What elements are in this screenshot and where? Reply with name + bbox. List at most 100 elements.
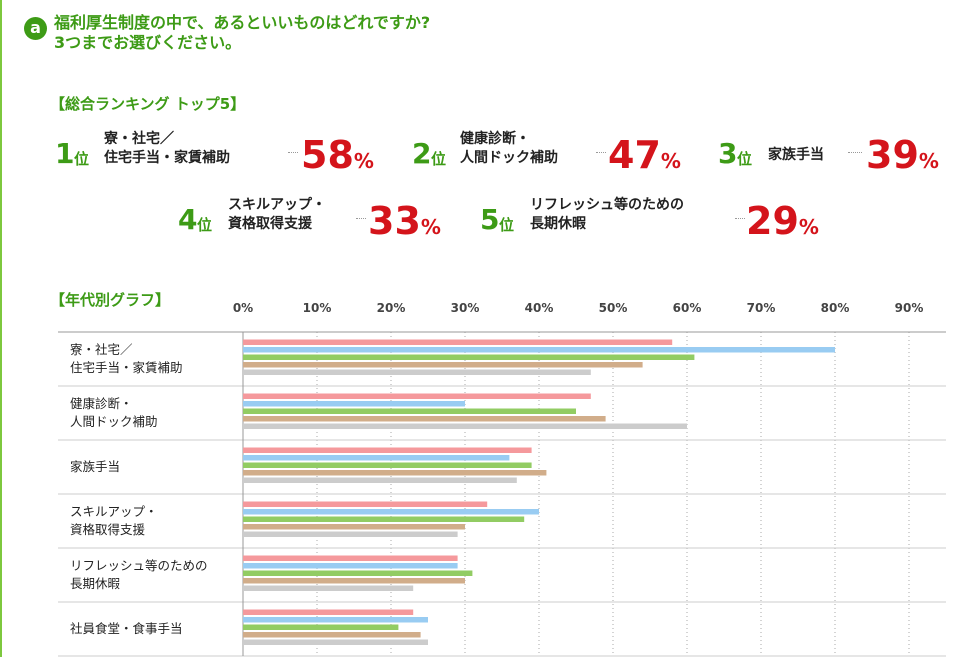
x-tick-label: 70% (747, 301, 776, 315)
rank-label: リフレッシュ等のための 長期休暇 (530, 196, 684, 234)
rank-number: 4 (178, 203, 198, 236)
x-tick-label: 30% (451, 301, 480, 315)
bar-series-3 (243, 624, 399, 630)
rank-label-line: リフレッシュ等のための (530, 197, 684, 213)
rank-number: 5 (480, 203, 500, 236)
bar-series-5 (243, 477, 517, 483)
x-tick-label: 0% (233, 301, 253, 315)
bar-series-2 (243, 401, 465, 407)
bar-series-1 (243, 393, 591, 399)
bar-series-3 (243, 516, 525, 522)
rank-label-line: 人間ドック補助 (460, 150, 558, 166)
category-label: リフレッシュ等のための (70, 558, 208, 573)
rank-label-line: 健康診断・ (460, 131, 530, 147)
bar-series-2 (243, 509, 539, 515)
rank-leader-dots (735, 218, 745, 219)
rank-label: 健康診断・人間ドック補助 (460, 130, 558, 168)
bar-series-1 (243, 555, 458, 561)
bar-series-1 (243, 339, 673, 345)
rank-percent-value: 39 (866, 133, 919, 177)
rank-suffix: 位 (499, 216, 515, 234)
question-badge: a (24, 17, 47, 40)
bar-series-5 (243, 531, 458, 537)
rank-label: 家族手当 (768, 146, 824, 165)
bar-series-5 (243, 369, 591, 375)
bar-series-5 (243, 585, 414, 591)
rank-suffix: 位 (197, 216, 213, 234)
bar-series-2 (243, 347, 835, 353)
rank-leader-dots (848, 152, 862, 153)
category-label: 健康診断・ (70, 396, 133, 411)
category-label: 寮・社宅／ (70, 342, 133, 357)
x-tick-label: 10% (303, 301, 332, 315)
rank-suffix: 位 (431, 150, 447, 168)
rank-percent: 39% (866, 136, 939, 180)
x-tick-label: 20% (377, 301, 406, 315)
rank-percent-value: 58 (301, 133, 354, 177)
question-text: 福利厚生制度の中で、あるといいものはどれですか? 3つまでお選びください。 (54, 13, 654, 53)
chart-title: 【年代別グラフ】 (50, 291, 171, 309)
rank-percent-unit: % (660, 149, 681, 173)
category-label: 人間ドック補助 (70, 414, 158, 429)
rank-leader-dots (596, 152, 606, 153)
rank-label: スキルアップ・ 資格取得支援 (228, 196, 326, 234)
x-tick-label: 80% (821, 301, 850, 315)
x-tick-label: 90% (895, 301, 924, 315)
rank-label: 寮・社宅／ 住宅手当・家賃補助 (104, 130, 230, 168)
rank-percent-unit: % (353, 149, 374, 173)
rank-label-line: スキルアップ・ (228, 197, 326, 213)
rank-percent-value: 29 (746, 199, 799, 243)
rank-label-line: 寮・社宅／ (104, 131, 174, 147)
x-tick-label: 60% (673, 301, 702, 315)
category-label: 家族手当 (70, 459, 120, 474)
bar-series-4 (243, 362, 643, 368)
rank-suffix: 位 (74, 150, 90, 168)
rank-leader-dots (288, 152, 298, 153)
rank-percent: 33% (368, 202, 441, 246)
bar-series-4 (243, 524, 465, 530)
rank-number: 2 (412, 137, 432, 170)
rank-label-line: 資格取得支援 (228, 216, 312, 232)
bar-series-4 (243, 578, 465, 584)
bar-series-4 (243, 470, 547, 476)
rank-label-line: 家族手当 (768, 147, 824, 163)
bar-series-5 (243, 639, 428, 645)
rank-percent-unit: % (918, 149, 939, 173)
left-accent-rule (0, 0, 2, 657)
rank-percent: 47% (608, 136, 681, 180)
x-tick-label: 50% (599, 301, 628, 315)
rank-percent: 58% (301, 136, 374, 180)
ranking-title: 【総合ランキング トップ5】 (50, 95, 246, 113)
category-label: 社員食堂・食事手当 (70, 621, 183, 636)
bar-series-1 (243, 447, 532, 453)
category-label: 住宅手当・家賃補助 (70, 360, 183, 375)
rank-label-line: 住宅手当・家賃補助 (104, 150, 230, 166)
bar-series-3 (243, 408, 576, 414)
rank-percent-unit: % (420, 215, 441, 239)
bar-series-2 (243, 617, 428, 623)
bar-series-2 (243, 455, 510, 461)
category-label: 長期休暇 (70, 576, 121, 591)
bar-series-5 (243, 423, 687, 429)
rank-suffix: 位 (737, 150, 753, 168)
rank-number: 3 (718, 137, 738, 170)
bar-series-1 (243, 501, 488, 507)
rank-percent-unit: % (798, 215, 819, 239)
bar-series-2 (243, 563, 458, 569)
bar-series-3 (243, 462, 532, 468)
rank-label-line: 長期休暇 (530, 216, 586, 232)
category-label: 資格取得支援 (70, 522, 146, 537)
rank-number: 1 (55, 137, 75, 170)
bar-series-4 (243, 632, 421, 638)
x-tick-label: 40% (525, 301, 554, 315)
bar-series-3 (243, 570, 473, 576)
question-line-1: 福利厚生制度の中で、あるといいものはどれですか? (54, 13, 431, 32)
category-label: スキルアップ・ (70, 504, 158, 519)
question-line-2: 3つまでお選びください。 (54, 33, 242, 52)
rank-leader-dots (356, 218, 366, 219)
bar-series-1 (243, 609, 414, 615)
bar-series-3 (243, 354, 695, 360)
bar-series-4 (243, 416, 606, 422)
rank-percent-value: 47 (608, 133, 661, 177)
